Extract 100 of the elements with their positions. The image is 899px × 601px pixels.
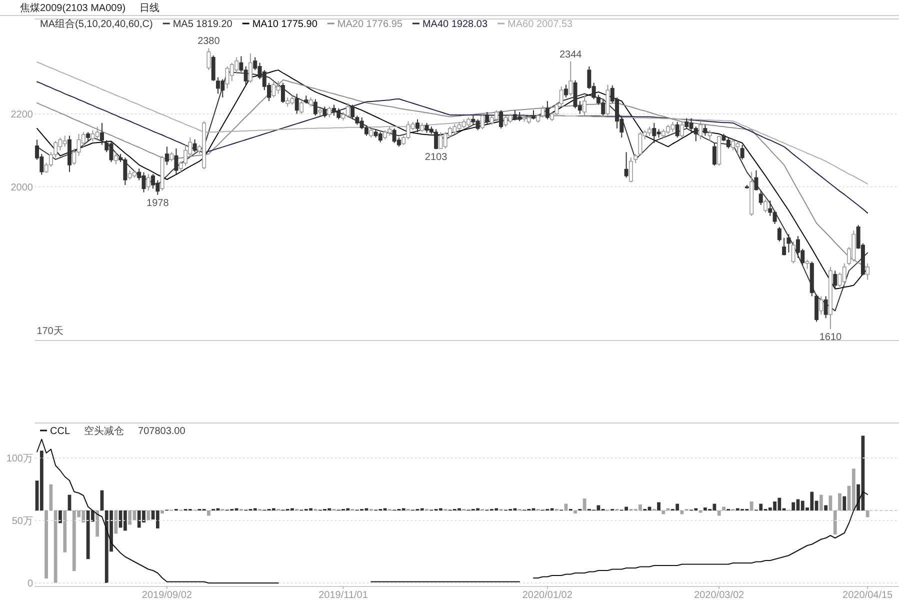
x-tick-label: 2020/01/02 bbox=[522, 590, 573, 601]
candlestick bbox=[791, 241, 796, 264]
annotation: 1610 bbox=[819, 332, 842, 344]
candlestick bbox=[369, 128, 374, 138]
candlestick bbox=[151, 174, 156, 190]
candlestick bbox=[712, 142, 716, 166]
bar bbox=[63, 510, 67, 552]
line-series bbox=[36, 62, 868, 184]
bar bbox=[819, 494, 823, 510]
x-tick-label: 2019/11/01 bbox=[318, 590, 368, 601]
candlestick bbox=[564, 84, 568, 98]
annotation: 707803.00 bbox=[138, 426, 186, 437]
bar bbox=[852, 468, 856, 510]
candlestick bbox=[777, 226, 782, 242]
x-tick-label: 2020/04/15 bbox=[842, 590, 894, 601]
candlestick bbox=[174, 148, 178, 175]
candlestick bbox=[313, 98, 318, 116]
bar bbox=[792, 502, 796, 510]
candlestick bbox=[694, 126, 698, 142]
candlestick bbox=[294, 93, 299, 114]
candlestick bbox=[754, 170, 758, 191]
y-tick-label: 100万 bbox=[6, 454, 33, 464]
candlestick bbox=[327, 106, 332, 118]
candlestick bbox=[170, 152, 174, 162]
bar bbox=[750, 502, 754, 510]
legend-label: MA10 1775.90 bbox=[252, 19, 318, 30]
legend-label: CCL bbox=[50, 426, 70, 437]
annotation: 空头减仓 bbox=[84, 425, 124, 437]
candlestick bbox=[100, 122, 104, 146]
candlestick bbox=[624, 152, 628, 178]
annotation: 2380 bbox=[198, 36, 220, 48]
y-tick-label: 0 bbox=[27, 578, 34, 590]
bar bbox=[866, 510, 870, 518]
candlestick bbox=[300, 100, 304, 114]
candlestick bbox=[628, 157, 633, 183]
candlestick bbox=[346, 102, 350, 118]
candlestick bbox=[698, 121, 703, 140]
candlestick bbox=[499, 110, 504, 129]
candlestick bbox=[211, 54, 216, 82]
y-tick-label: 2000 bbox=[10, 182, 34, 194]
annotation: 170天 bbox=[36, 326, 64, 337]
candlestick bbox=[675, 121, 680, 138]
bar bbox=[96, 510, 100, 537]
legend-label: MA20 1776.95 bbox=[337, 19, 403, 30]
candlestick bbox=[192, 138, 197, 153]
candlestick bbox=[532, 110, 536, 120]
legend-label: MA40 1928.03 bbox=[422, 19, 488, 30]
bar bbox=[40, 450, 44, 510]
bar bbox=[114, 510, 118, 534]
annotation: 1978 bbox=[146, 198, 170, 209]
candlestick bbox=[485, 112, 490, 126]
candlestick bbox=[819, 296, 824, 315]
candlestick bbox=[758, 190, 763, 206]
x-tick-label: 2019/09/02 bbox=[142, 590, 192, 601]
candlestick bbox=[86, 132, 90, 142]
bar bbox=[207, 510, 210, 516]
candlestick bbox=[568, 60, 573, 96]
bar bbox=[123, 510, 127, 531]
candlestick bbox=[805, 259, 810, 270]
legend-label: MA5 1819.20 bbox=[172, 19, 233, 30]
annotation: 2103 bbox=[424, 152, 448, 164]
candlestick bbox=[782, 237, 786, 256]
candlestick bbox=[164, 146, 169, 166]
candlestick bbox=[786, 234, 791, 253]
annotation: 2344 bbox=[559, 49, 582, 60]
bar bbox=[49, 484, 53, 510]
bar bbox=[838, 493, 842, 510]
x-tick-label: 2020/03/02 bbox=[694, 590, 745, 601]
candlestick bbox=[634, 153, 638, 164]
y-tick-label: 2200 bbox=[10, 109, 34, 120]
candlestick bbox=[545, 100, 550, 120]
y-tick-label: 50万 bbox=[12, 516, 33, 527]
candlestick bbox=[383, 130, 388, 140]
legend-label: MA60 2007.53 bbox=[508, 19, 574, 30]
bar bbox=[58, 510, 62, 524]
chart-title: 焦煤2009(2103 MA009) bbox=[20, 2, 126, 14]
candlestick bbox=[708, 130, 712, 142]
bar bbox=[160, 510, 164, 514]
bar bbox=[833, 510, 837, 534]
legend-title: MA组合(5,10,20,40,60,C) bbox=[40, 18, 153, 30]
bar bbox=[54, 510, 58, 584]
candlestick bbox=[833, 270, 838, 290]
candlestick bbox=[146, 174, 150, 191]
candlestick bbox=[866, 262, 870, 280]
candlestick bbox=[480, 113, 484, 130]
bar bbox=[842, 496, 846, 510]
candlestick bbox=[582, 95, 587, 116]
candlestick bbox=[606, 84, 610, 116]
bar bbox=[722, 506, 726, 510]
bar bbox=[717, 510, 721, 516]
bar bbox=[574, 510, 577, 514]
bar bbox=[657, 502, 660, 510]
bar bbox=[156, 510, 160, 528]
candlestick bbox=[731, 138, 736, 151]
candlestick bbox=[740, 144, 744, 160]
candlestick bbox=[322, 106, 327, 118]
bar bbox=[824, 505, 828, 510]
candlestick bbox=[248, 53, 252, 84]
candlestick bbox=[114, 152, 118, 165]
candlestick bbox=[703, 124, 708, 136]
